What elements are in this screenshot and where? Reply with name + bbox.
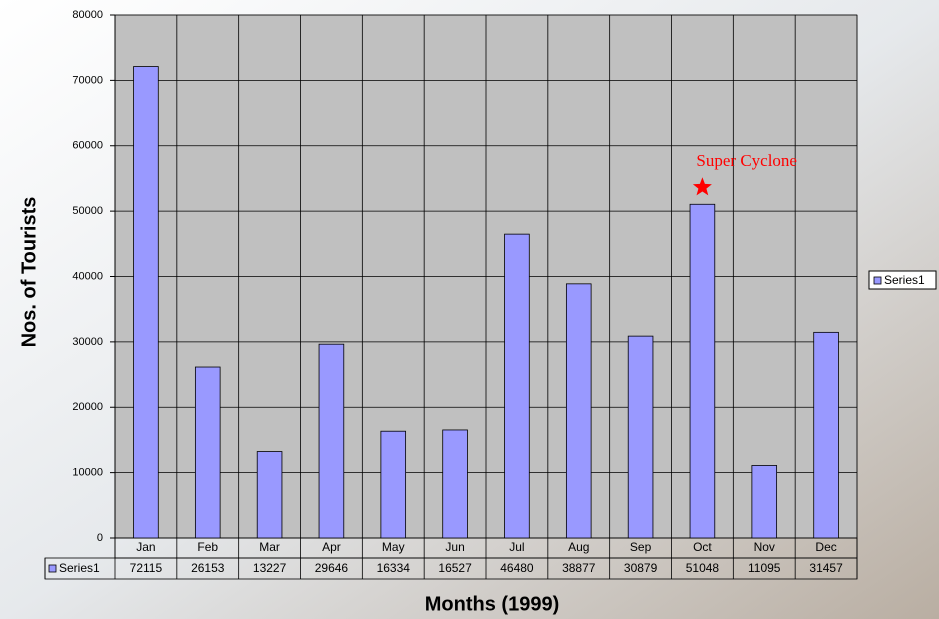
data-table-value: 72115 xyxy=(130,561,163,575)
y-tick-label: 80000 xyxy=(72,9,103,21)
bar xyxy=(752,465,777,538)
chart: Months (1999) Nos. of Tourists 0 10000 200… xyxy=(0,0,939,619)
x-tick-label: Apr xyxy=(322,540,341,554)
data-table-value: 46480 xyxy=(500,561,534,575)
bar xyxy=(195,367,220,538)
x-tick-label: May xyxy=(382,540,405,554)
x-tick-label: Mar xyxy=(259,540,280,554)
x-tick-label: Jan xyxy=(136,540,155,554)
data-table-value: 30879 xyxy=(624,561,658,575)
y-tick-label: 20000 xyxy=(72,401,103,413)
annotation: Super Cyclone xyxy=(696,151,797,170)
x-tick-label: Jul xyxy=(509,540,524,554)
page: {"chart_data": { "type": "bar", "x_label… xyxy=(0,0,939,619)
data-table-value: 51048 xyxy=(686,561,720,575)
y-axis-label: Nos. of Tourists xyxy=(18,197,40,348)
bar xyxy=(814,332,839,538)
x-axis-label: Months (1999) xyxy=(425,593,559,615)
data-table-value: 29646 xyxy=(315,561,349,575)
legend-label: Series1 xyxy=(884,273,925,287)
x-tick-label: Sep xyxy=(630,540,652,554)
bar xyxy=(505,234,530,538)
bar xyxy=(134,67,159,538)
y-tick-label: 0 xyxy=(97,532,103,544)
data-table-key xyxy=(49,565,56,572)
bar xyxy=(566,284,591,538)
data-table-value: 16334 xyxy=(377,561,411,575)
data-table-value: 38877 xyxy=(562,561,596,575)
y-tick-label: 60000 xyxy=(72,140,103,152)
x-tick-label: Aug xyxy=(568,540,589,554)
bar xyxy=(628,336,653,538)
y-tick-label: 40000 xyxy=(72,270,103,282)
data-table-value: 16527 xyxy=(438,561,472,575)
legend-key xyxy=(874,277,881,284)
x-tick-label: Dec xyxy=(815,540,836,554)
bar xyxy=(257,452,282,538)
bar xyxy=(319,344,344,538)
data-table-value: 11095 xyxy=(748,561,781,575)
bar xyxy=(443,430,468,538)
x-tick-label: Jun xyxy=(445,540,464,554)
bar xyxy=(381,431,406,538)
y-tick-label: 70000 xyxy=(72,74,103,86)
data-table-value: 26153 xyxy=(191,561,225,575)
x-tick-label: Nov xyxy=(754,540,775,554)
y-tick-label: 30000 xyxy=(72,336,103,348)
bar xyxy=(690,204,715,538)
data-table-value: 13227 xyxy=(253,561,287,575)
x-tick-label: Oct xyxy=(693,540,712,554)
data-table-series-name: Series1 xyxy=(59,561,100,575)
data-table-value: 31457 xyxy=(809,561,843,575)
y-tick-label: 50000 xyxy=(72,205,103,217)
y-tick-label: 10000 xyxy=(72,467,103,479)
x-tick-label: Feb xyxy=(197,540,218,554)
